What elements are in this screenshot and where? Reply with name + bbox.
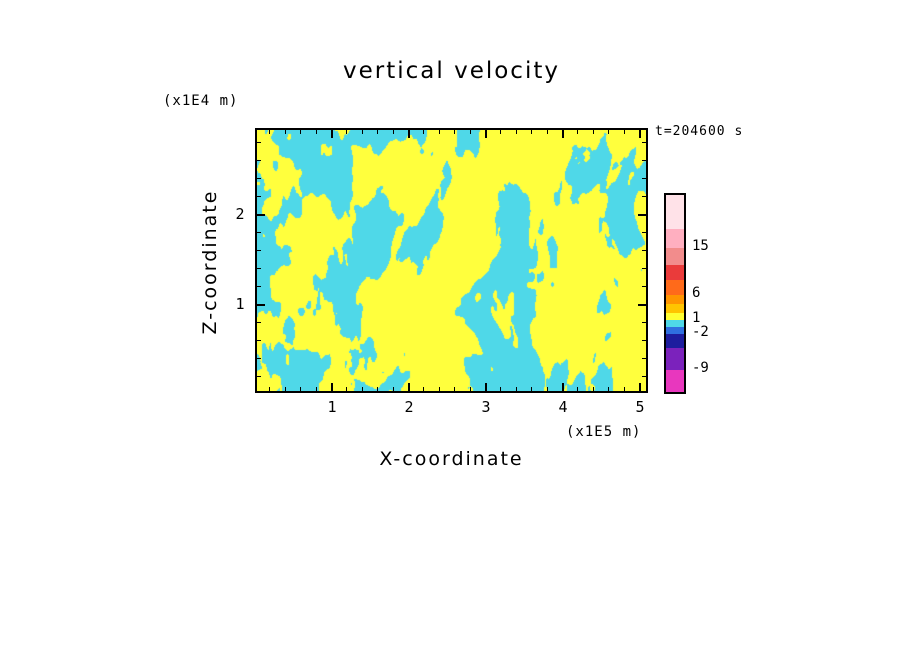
colorbar-label: 1 <box>692 310 701 326</box>
colorbar-segment <box>666 304 684 313</box>
colorbar-segment <box>666 327 684 334</box>
colorbar-segment <box>666 334 684 348</box>
velocity-field-canvas <box>257 130 646 391</box>
colorbar-segment <box>666 295 684 304</box>
colorbar-label: -9 <box>692 360 709 376</box>
colorbar-segment <box>666 348 684 370</box>
colorbar-label: -2 <box>692 324 709 340</box>
colorbar-label: 15 <box>692 238 709 254</box>
y-axis-unit-label: (x1E4 m) <box>163 93 239 109</box>
colorbar-segment <box>666 280 684 295</box>
y-tick-label: 1 <box>235 295 245 313</box>
x-tick-label: 1 <box>327 398 337 416</box>
x-tick-label: 2 <box>404 398 414 416</box>
x-axis-label: X-coordinate <box>379 448 524 470</box>
colorbar-segment <box>666 248 684 265</box>
x-tick-label: 4 <box>558 398 568 416</box>
x-tick-labels: 1 2 3 4 5 <box>257 398 646 418</box>
colorbar-segment <box>666 320 684 327</box>
colorbar-segment <box>666 370 684 392</box>
colorbar-segment <box>666 229 684 248</box>
colorbar-segment <box>666 265 684 280</box>
chart-title: vertical velocity <box>343 58 560 84</box>
z-axis-label: Z-coordinate <box>199 189 221 335</box>
colorbar <box>664 193 686 394</box>
x-tick-label: 3 <box>481 398 491 416</box>
timestamp-label: t=204600 s <box>655 124 744 139</box>
colorbar-label: 6 <box>692 285 701 301</box>
x-tick-label: 5 <box>635 398 645 416</box>
plot-area <box>255 128 648 393</box>
colorbar-labels: 15 6 1 -2 -9 <box>692 193 732 390</box>
x-axis-unit-label: (x1E5 m) <box>566 424 642 440</box>
colorbar-segment <box>666 195 684 229</box>
colorbar-segment <box>666 313 684 320</box>
y-tick-label: 2 <box>235 205 245 223</box>
